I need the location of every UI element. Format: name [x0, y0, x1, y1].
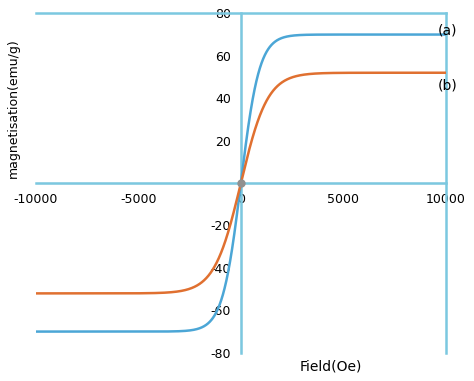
Text: (b): (b) [438, 78, 457, 93]
Text: (a): (a) [438, 23, 457, 37]
X-axis label: Field(Oe): Field(Oe) [300, 360, 362, 374]
Y-axis label: magnetisation(emu/g): magnetisation(emu/g) [7, 38, 19, 178]
